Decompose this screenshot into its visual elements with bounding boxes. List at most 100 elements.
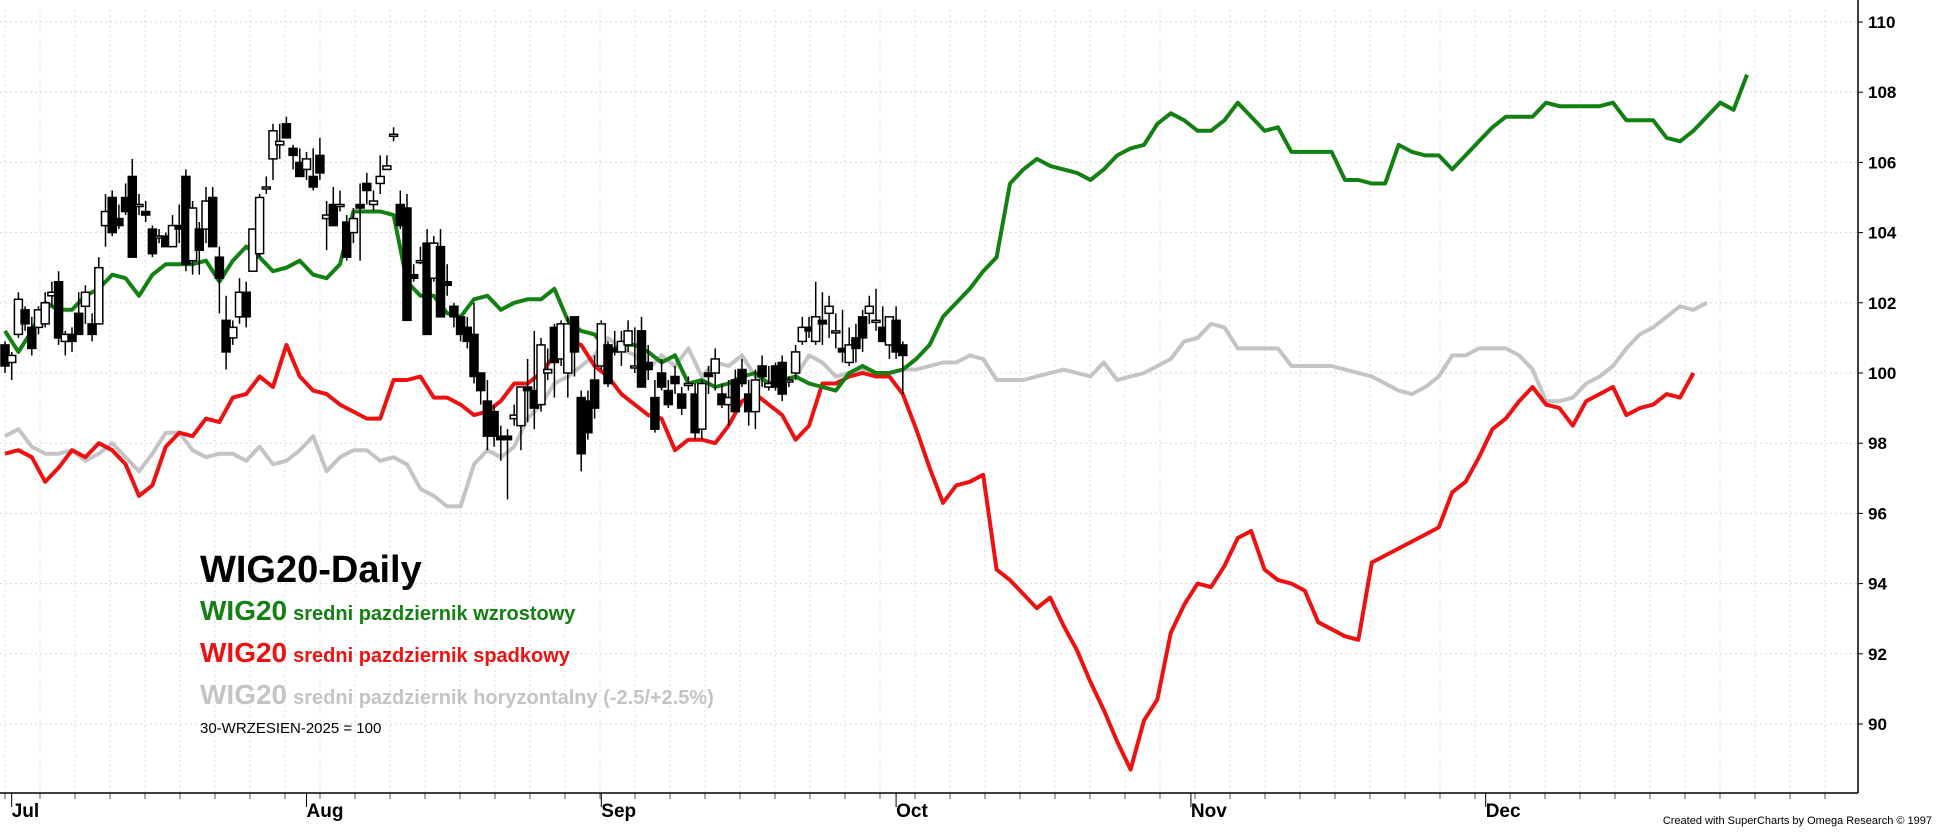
candle — [683, 376, 694, 391]
candlesticks — [0, 116, 908, 500]
candle — [261, 176, 272, 194]
candle-body — [857, 316, 868, 339]
candle — [817, 292, 828, 345]
candle-body — [797, 326, 808, 343]
candle — [663, 380, 674, 409]
candle-body — [73, 312, 84, 336]
candle-body — [328, 203, 339, 227]
x-tick-label: Sep — [601, 801, 636, 822]
candle-body — [710, 358, 720, 374]
candle — [87, 313, 97, 342]
candle-body — [737, 368, 747, 385]
candle — [475, 372, 486, 405]
legend-item-gray: WIG20 sredni pazdziernik horyzontalny (-2… — [200, 676, 714, 718]
candle-body — [777, 361, 787, 395]
legend: WIG20-Daily WIG20 sredni pazdziernik wzro… — [200, 548, 714, 737]
candle-body — [516, 386, 526, 427]
candle-body — [335, 203, 345, 208]
candle-body — [898, 344, 908, 357]
candle — [20, 306, 30, 331]
candle — [335, 190, 345, 212]
y-axis-labels: 90 92 94 96 98 100 102 104 106 108 110 — [1868, 13, 1897, 734]
candle — [757, 355, 767, 388]
candle — [502, 429, 513, 500]
candle-body — [569, 316, 580, 353]
candle — [73, 292, 84, 336]
candle-body — [348, 217, 359, 234]
candle — [569, 316, 580, 377]
y-tick-label: 108 — [1868, 83, 1896, 102]
y-tick-label: 94 — [1868, 575, 1887, 594]
x-tick-label: Jul — [12, 801, 39, 822]
candle — [53, 271, 64, 345]
candle-body — [442, 280, 452, 286]
candle — [114, 204, 124, 230]
candle — [194, 222, 205, 275]
candle-body — [6, 354, 17, 364]
candle — [348, 208, 359, 244]
candle — [241, 281, 251, 328]
candle — [589, 355, 600, 419]
candle-body — [656, 372, 667, 388]
candle — [281, 116, 292, 139]
candle-body — [355, 203, 365, 209]
candle-body — [114, 217, 124, 227]
candle — [375, 155, 385, 194]
candle — [167, 215, 178, 248]
x-tick-label: Nov — [1191, 801, 1227, 822]
candle-body — [134, 203, 144, 208]
credit-text: Created with SuperCharts by Omega Resear… — [1662, 815, 1932, 827]
y-tick-label: 110 — [1868, 13, 1895, 32]
candle — [228, 320, 238, 345]
candle-body — [140, 210, 151, 216]
y-tick-label: 102 — [1868, 294, 1896, 313]
y-tick-label: 90 — [1868, 715, 1887, 734]
candle — [643, 344, 653, 381]
candle — [522, 358, 533, 423]
candle — [650, 380, 660, 433]
candle — [864, 295, 875, 324]
candle — [140, 201, 151, 223]
candle — [207, 186, 218, 248]
candle — [784, 376, 794, 388]
candle-body — [616, 340, 627, 353]
candle-body — [676, 393, 687, 409]
legend-prefix: WIG20 — [200, 595, 288, 626]
candle-body — [784, 379, 794, 383]
legend-item-green: WIG20 sredni pazdziernik wzrostowy — [200, 592, 714, 634]
x-tick-label: Aug — [307, 801, 344, 822]
series-line-1 — [4, 339, 1696, 772]
candle-body — [40, 302, 50, 325]
candle-body — [375, 175, 385, 185]
candle-body — [87, 323, 97, 336]
base-note: 30-WRZESIEN-2025 = 100 — [200, 720, 382, 737]
y-tick-label: 104 — [1868, 224, 1897, 243]
candle-body — [703, 372, 714, 378]
candle — [362, 172, 372, 205]
candle — [455, 316, 466, 342]
candle-body — [241, 291, 251, 318]
legend-label: sredni pazdziernik horyzontalny (-2.5/+2… — [293, 687, 714, 709]
candle — [422, 229, 432, 336]
candle — [824, 295, 834, 338]
candle — [516, 386, 526, 451]
candle-body — [53, 280, 64, 339]
candle — [328, 186, 339, 227]
candle-body — [20, 309, 30, 325]
candle-body — [636, 330, 647, 388]
candle-body — [844, 344, 854, 364]
y-tick-label: 92 — [1868, 645, 1887, 664]
candle-body — [207, 196, 218, 248]
candle — [94, 257, 104, 325]
candle-body — [851, 337, 861, 350]
candle — [27, 316, 37, 356]
candle-body — [107, 196, 117, 234]
legend-label: sredni pazdziernik spadkowy — [293, 645, 570, 667]
candle-body — [790, 351, 801, 374]
candle — [80, 285, 91, 324]
candle — [274, 123, 285, 159]
candle — [40, 292, 50, 328]
candle-body — [583, 400, 593, 434]
candle-body — [261, 186, 272, 190]
